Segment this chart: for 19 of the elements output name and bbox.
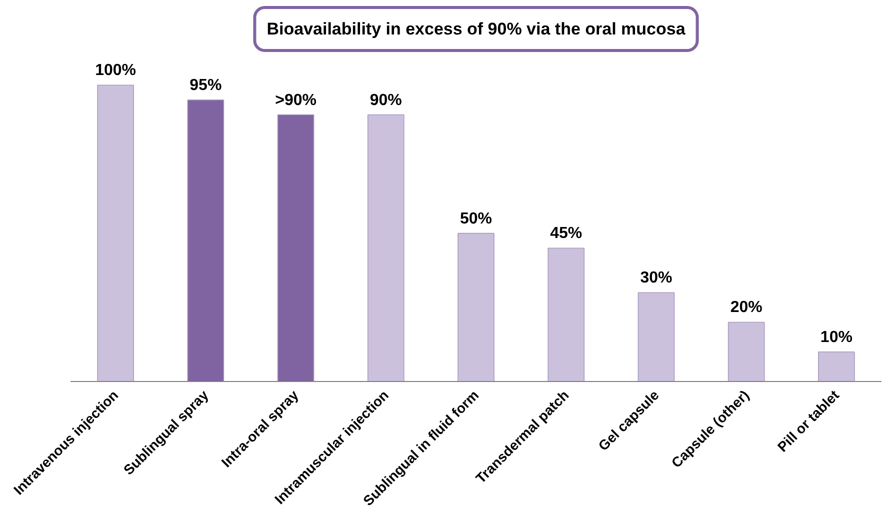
bar xyxy=(638,292,675,382)
data-label: 10% xyxy=(820,328,852,346)
bar xyxy=(458,232,494,382)
data-label: 20% xyxy=(730,299,762,316)
data-label: 50% xyxy=(460,210,492,228)
bar xyxy=(548,248,585,382)
chart-title: Bioavailability in excess of 90% via the oral mucosa xyxy=(266,20,686,38)
bar xyxy=(367,114,404,382)
data-label: 95% xyxy=(190,76,222,94)
data-label: 90% xyxy=(370,92,402,109)
data-label: 30% xyxy=(640,270,672,287)
bar xyxy=(277,114,314,382)
bar xyxy=(97,84,134,382)
data-label: 100% xyxy=(95,62,136,80)
bar xyxy=(818,351,855,382)
data-label: 45% xyxy=(550,225,582,242)
bar xyxy=(728,322,765,382)
bar xyxy=(187,100,224,382)
data-label: >90% xyxy=(275,92,316,109)
